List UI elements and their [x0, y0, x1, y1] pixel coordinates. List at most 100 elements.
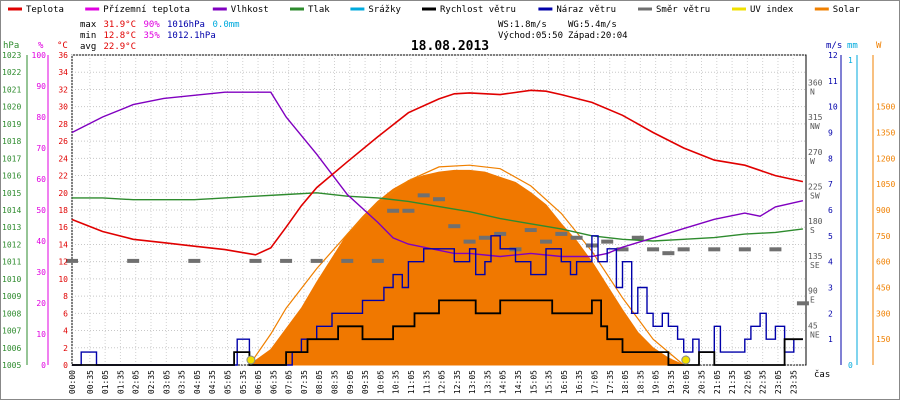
x-tick-label: 12:35 — [453, 370, 462, 394]
wind-direction-mark — [433, 197, 445, 202]
pressure-tick: 1020 — [2, 103, 21, 112]
x-tick-label: 23:35 — [789, 370, 798, 394]
x-tick-label: 13:35 — [483, 370, 492, 394]
pressure-tick: 1014 — [2, 206, 21, 215]
temperature-tick: 10 — [58, 275, 68, 284]
direction-name: E — [810, 296, 815, 305]
x-tick-label: 07:35 — [300, 370, 309, 394]
wind-speed-tick: 6 — [828, 206, 833, 215]
pressure-tick: 1019 — [2, 120, 21, 129]
x-tick-label: 08:05 — [315, 370, 324, 394]
wind-direction-mark — [796, 301, 809, 306]
humidity-tick: 60 — [36, 175, 46, 184]
x-tick-label: 00:35 — [86, 370, 95, 394]
legend: Teplota Přízemní teplota Vlhkost Tlak Srážky… — [8, 5, 860, 15]
humidity-tick: 40 — [36, 237, 46, 246]
stat-value: 0.0mm — [213, 20, 240, 30]
x-tick-label: 14:35 — [514, 370, 523, 394]
legend-label: Solar — [833, 5, 861, 15]
humidity-tick: 20 — [36, 299, 46, 308]
x-tick-label: 21:35 — [728, 370, 737, 394]
x-tick-label: 23:05 — [774, 370, 783, 394]
solar-max-line — [248, 164, 685, 366]
direction-tick: 360 — [808, 78, 823, 87]
stat-value: max — [80, 20, 97, 30]
wind-direction-mark — [417, 193, 430, 198]
temperature-tick: 12 — [58, 258, 68, 267]
wind-direction-mark — [570, 235, 583, 240]
temperature-tick: 4 — [63, 327, 68, 336]
pressure-tick: 1018 — [2, 137, 21, 146]
temperature-tick: 24 — [58, 154, 68, 163]
x-tick-label: 15:05 — [529, 370, 538, 394]
stats-block: max 31.9°C 90% 1016hPa 0.0mm min 12.8°C 35% 1012… — [80, 20, 628, 52]
x-tick-label: 05:05 — [223, 370, 232, 394]
wind-speed-tick: 3 — [828, 284, 833, 293]
wind-direction-mark — [524, 228, 537, 233]
legend-label: Srážky — [368, 5, 401, 15]
humidity-tick: 30 — [36, 268, 46, 277]
wind-speed-tick: 9 — [828, 129, 833, 138]
wind-speed-tick: 10 — [828, 103, 838, 112]
sunrise-marker — [246, 355, 256, 365]
x-tick-label: 19:35 — [667, 370, 676, 394]
wind-direction-mark — [631, 235, 644, 240]
temperature-tick: 8 — [63, 292, 68, 301]
x-tick-label: 03:05 — [162, 370, 171, 394]
solar-tick: 1050 — [876, 180, 895, 189]
x-tick-label: 11:05 — [407, 370, 416, 394]
legend-label: Náraz větru — [556, 5, 616, 15]
x-tick-label: 07:05 — [285, 370, 294, 394]
humidity-tick: 70 — [36, 144, 46, 153]
x-tick-label: 12:05 — [438, 370, 447, 394]
temperature-tick: 2 — [63, 344, 68, 353]
temperature-unit: °C — [57, 41, 68, 51]
stat-value: min — [80, 31, 96, 41]
wind-speed-tick: 5 — [828, 232, 833, 241]
humidity-tick: 80 — [36, 113, 46, 122]
direction-tick: 90 — [808, 287, 818, 296]
humidity-line — [71, 91, 804, 258]
x-tick-label: 04:05 — [193, 370, 202, 394]
x-tick-label: 03:35 — [178, 370, 187, 394]
x-tick-label: 08:35 — [331, 370, 340, 394]
pressure-tick: 1010 — [2, 275, 21, 284]
pressure-tick: 1005 — [2, 361, 21, 370]
legend-label: Vlhkost — [231, 5, 269, 15]
solar-tick: 300 — [876, 309, 891, 318]
wind-direction-series — [66, 193, 809, 306]
x-tick-label: 10:35 — [392, 370, 401, 394]
rain-unit: mm — [847, 41, 858, 51]
direction-tick: 225 — [808, 182, 823, 191]
humidity-tick: 0 — [41, 361, 46, 370]
stat-value: 90% — [144, 20, 161, 30]
wind-speed-tick: 2 — [828, 309, 833, 318]
legend-label: Tlak — [308, 5, 330, 15]
wind-direction-mark — [662, 251, 675, 256]
x-tick-label: 14:05 — [499, 370, 508, 394]
solar-tick: 1200 — [876, 154, 895, 163]
x-tick-label: 05:35 — [239, 370, 248, 394]
stat-value: 31.9°C — [104, 20, 137, 30]
x-tick-label: 15:35 — [545, 370, 554, 394]
temperature-tick: 32 — [58, 85, 68, 94]
wind-speed-unit: m/s — [826, 41, 842, 51]
x-tick-label: 17:05 — [590, 370, 599, 394]
pressure-tick: 1022 — [2, 68, 21, 77]
temperature-tick: 36 — [58, 51, 68, 60]
direction-name: W — [810, 157, 815, 166]
wind-speed-tick: 1 — [828, 335, 833, 344]
wind-direction-mark — [280, 258, 293, 263]
wind-direction-mark — [647, 247, 660, 252]
x-tick-label: 16:05 — [560, 370, 569, 394]
solar-tick: 450 — [876, 284, 891, 293]
x-tick-label: 01:35 — [116, 370, 125, 394]
legend-label: Teplota — [26, 5, 64, 15]
pressure-tick: 1009 — [2, 292, 21, 301]
solar-tick: 150 — [876, 335, 891, 344]
x-tick-label: 18:35 — [636, 370, 645, 394]
wind-gust-summary: WG:5.4m/s — [568, 20, 617, 30]
wind-direction-mark — [601, 239, 614, 244]
x-axis-label: čas — [814, 369, 830, 380]
pressure-tick: 1007 — [2, 327, 21, 336]
